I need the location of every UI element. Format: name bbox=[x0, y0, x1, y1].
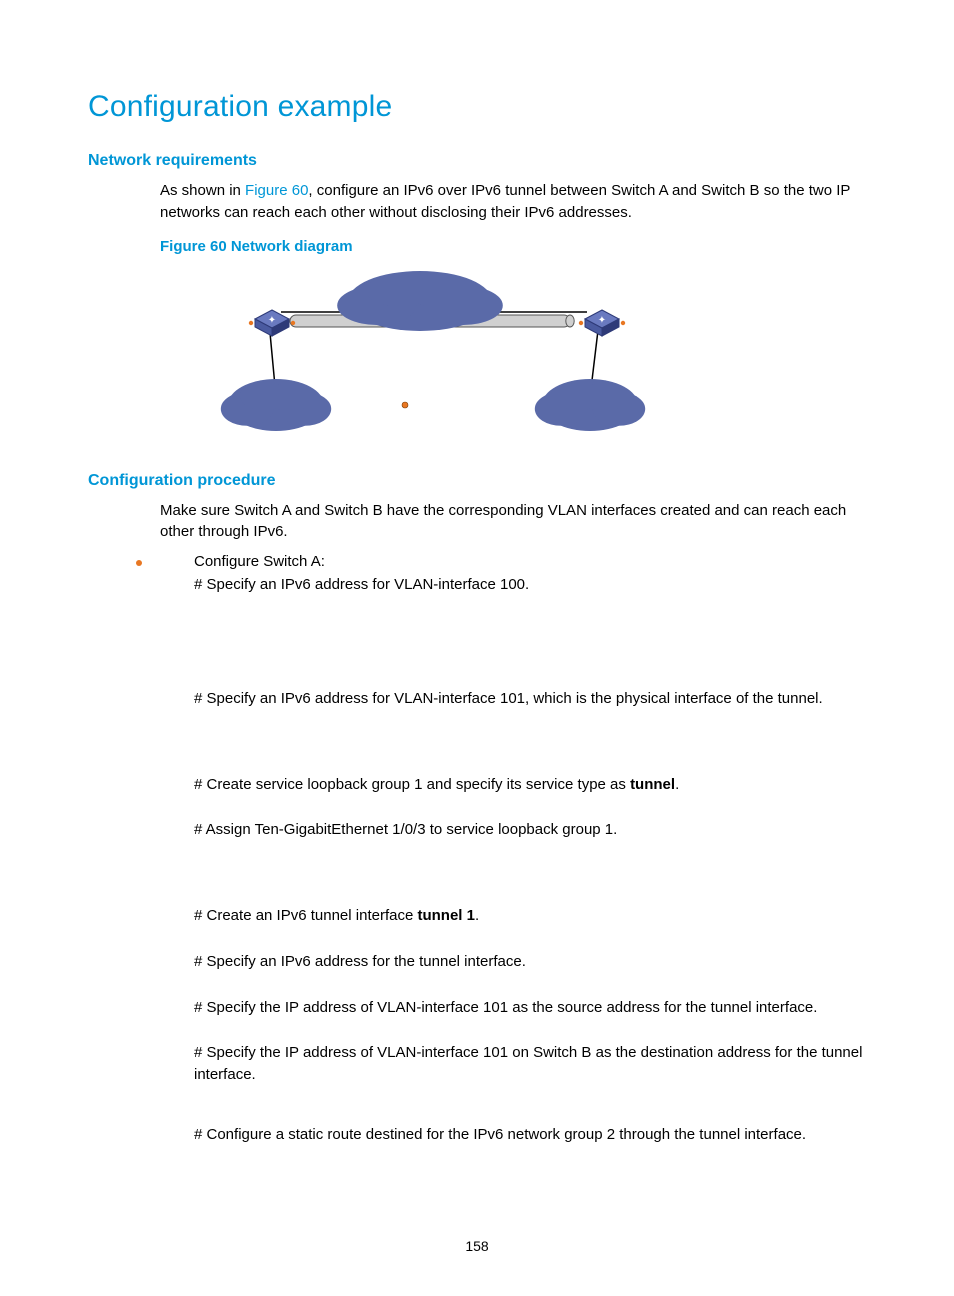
proc-intro: Make sure Switch A and Switch B have the… bbox=[160, 500, 866, 544]
step-text: # Configure a static route destined for … bbox=[194, 1124, 866, 1146]
step-text: # Assign Ten-GigabitEthernet 1/0/3 to se… bbox=[194, 819, 866, 841]
text: # Create service loopback group 1 and sp… bbox=[194, 776, 630, 793]
figure-link[interactable]: Figure 60 bbox=[245, 182, 308, 199]
text: As shown in bbox=[160, 182, 245, 199]
text: . bbox=[475, 907, 479, 924]
step-text: # Specify an IPv6 address for VLAN-inter… bbox=[194, 688, 866, 710]
figure-caption: Figure 60 Network diagram bbox=[160, 238, 866, 255]
netreq-intro: As shown in Figure 60, configure an IPv6… bbox=[160, 180, 866, 224]
text-bold: tunnel bbox=[630, 776, 675, 793]
heading-network-requirements: Network requirements bbox=[88, 152, 866, 170]
step-text: # Specify an IPv6 address for the tunnel… bbox=[194, 951, 866, 973]
step-text: # Specify the IP address of VLAN-interfa… bbox=[194, 997, 866, 1019]
heading-configuration-procedure: Configuration procedure bbox=[88, 472, 866, 490]
network-diagram: ✦✦ bbox=[210, 265, 866, 450]
page-number: 158 bbox=[0, 1238, 954, 1254]
text-bold: tunnel 1 bbox=[417, 907, 475, 924]
svg-text:✦: ✦ bbox=[268, 315, 276, 326]
step-text: # Create an IPv6 tunnel interface tunnel… bbox=[194, 905, 866, 927]
list-item: Configure Switch A: bbox=[136, 553, 866, 570]
step-text: # Specify the IP address of VLAN-interfa… bbox=[194, 1042, 866, 1086]
bullet-icon bbox=[136, 560, 142, 566]
step-text: # Specify an IPv6 address for VLAN-inter… bbox=[194, 574, 866, 596]
step-text: # Create service loopback group 1 and sp… bbox=[194, 774, 866, 796]
page-title: Configuration example bbox=[88, 90, 866, 124]
bullet-text: Configure Switch A: bbox=[194, 553, 325, 570]
text: # Create an IPv6 tunnel interface bbox=[194, 907, 417, 924]
svg-text:✦: ✦ bbox=[598, 315, 606, 326]
text: . bbox=[675, 776, 679, 793]
